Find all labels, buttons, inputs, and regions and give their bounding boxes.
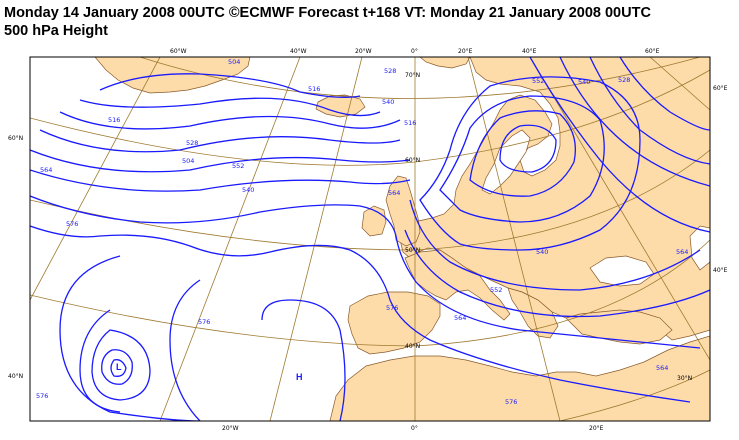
meridian-20w <box>269 57 363 421</box>
right-lat-label: 60°E <box>713 85 728 92</box>
contour-line <box>79 97 381 117</box>
contour-line <box>30 225 691 403</box>
france-italy-landmass <box>404 249 511 321</box>
contour-label: 564 <box>676 248 688 256</box>
contour-label: 552 <box>490 286 502 294</box>
meridian-40w <box>159 57 301 421</box>
contour-line <box>101 349 133 385</box>
interior-lat-label: 50°N <box>405 247 420 254</box>
low-pressure-center: L <box>116 362 122 372</box>
contour-line <box>529 57 710 233</box>
iberia-landmass <box>347 291 441 355</box>
contour-line <box>59 255 201 421</box>
interior-lat-label: 60°N <box>405 157 420 164</box>
meridian-20e <box>467 57 561 421</box>
interior-lat-label: 40°N <box>405 343 420 350</box>
contour-line <box>30 169 411 192</box>
map-header: Monday 14 January 2008 00UTC ©ECMWF Fore… <box>4 4 739 40</box>
contour-label: 540 <box>578 78 590 86</box>
left-lat-label: 60°N <box>8 135 23 142</box>
contour-label: 552 <box>532 77 544 85</box>
top-lon-label: 60°W <box>170 48 187 55</box>
contour-label: 504 <box>182 157 194 165</box>
contour-label: 528 <box>384 67 396 75</box>
contour-line <box>409 199 701 291</box>
contour-line <box>419 76 641 251</box>
graticule <box>30 57 710 421</box>
field-title: 500 hPa Height <box>4 23 108 39</box>
parallel-70n <box>139 57 701 99</box>
contour-line <box>79 309 121 413</box>
top-lon-label: 40°W <box>290 48 307 55</box>
top-lon-label: 60°E <box>645 48 660 55</box>
meridian-60w <box>30 57 161 301</box>
contour-label: 564 <box>40 166 52 174</box>
contour-label: 516 <box>308 85 320 93</box>
contour-label: 564 <box>388 189 400 197</box>
contour-line <box>499 124 557 173</box>
contour-line <box>99 73 361 98</box>
contour-line <box>589 57 710 165</box>
map-frame <box>29 56 711 422</box>
contour-line <box>91 329 151 401</box>
contour-label: 540 <box>382 98 394 106</box>
interior-lat-label: 30°N <box>677 375 692 382</box>
forecast-title: Monday 14 January 2008 00UTC ©ECMWF Fore… <box>4 5 651 21</box>
land-layer <box>94 57 710 421</box>
top-lon-label: 20°E <box>458 48 473 55</box>
contour-label: 516 <box>404 119 416 127</box>
great-britain-landmass <box>385 175 421 247</box>
contour-line <box>404 229 710 318</box>
contour-label: 552 <box>232 162 244 170</box>
contour-line <box>30 195 701 349</box>
height-contours <box>30 57 710 421</box>
contour-label: 540 <box>536 248 548 256</box>
contour-line <box>59 111 401 130</box>
contour-label: 516 <box>108 116 120 124</box>
contour-label: 576 <box>386 304 398 312</box>
bottom-lon-label: 0° <box>411 425 418 432</box>
top-lon-label: 0° <box>411 48 418 55</box>
top-lon-label: 40°E <box>522 48 537 55</box>
contour-line <box>619 57 710 131</box>
contour-line <box>559 57 710 187</box>
contour-line <box>39 129 401 153</box>
top-lon-label: 20°W <box>355 48 372 55</box>
high-pressure-center: H <box>296 372 303 382</box>
contour-label: 576 <box>198 318 210 326</box>
right-lat-label: 40°E <box>713 267 728 274</box>
contour-line <box>169 279 201 421</box>
contour-line <box>30 149 411 173</box>
contour-line <box>110 359 127 377</box>
contour-label: 528 <box>618 76 630 84</box>
baltic-sea <box>481 129 531 195</box>
contour-line <box>261 299 346 421</box>
interior-lat-label: 70°N <box>405 72 420 79</box>
contour-label: 564 <box>656 364 668 372</box>
left-lat-label: 40°N <box>8 373 23 380</box>
contour-label: 504 <box>228 58 240 66</box>
greenland-landmass <box>94 57 251 94</box>
svalbard-landmass <box>419 57 471 69</box>
bottom-lon-label: 20°W <box>222 425 239 432</box>
meridian-60e <box>649 57 710 111</box>
contour-label: 540 <box>242 186 254 194</box>
contour-line <box>469 110 577 197</box>
contour-label: 564 <box>454 314 466 322</box>
bottom-lon-label: 20°E <box>589 425 604 432</box>
contour-label: 528 <box>186 139 198 147</box>
caspian-sea <box>689 225 710 271</box>
contour-label: 576 <box>505 398 517 406</box>
contour-label: 576 <box>66 220 78 228</box>
north-africa-landmass <box>329 335 710 421</box>
meridian-40e <box>529 57 710 361</box>
parallel-30n <box>60 369 710 421</box>
contour-label: 576 <box>36 392 48 400</box>
